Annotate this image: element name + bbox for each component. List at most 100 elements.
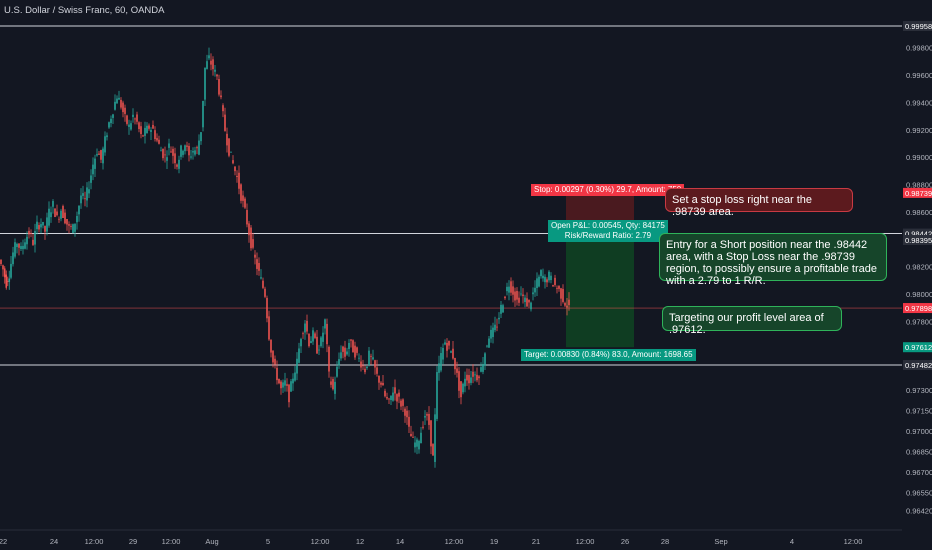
candle-body xyxy=(184,145,186,152)
candle xyxy=(390,395,392,405)
candle xyxy=(188,143,190,162)
candle-body xyxy=(176,164,178,167)
candle-body xyxy=(34,230,36,245)
current-price-tag: 0.97898 xyxy=(905,304,932,313)
x-tick-2: 12:00 xyxy=(85,537,104,546)
candle-body xyxy=(138,122,140,130)
y-tick-14: 0.97150 xyxy=(906,406,932,415)
candle-body xyxy=(276,367,278,381)
candle-body xyxy=(242,195,244,201)
candle xyxy=(472,364,474,384)
candle xyxy=(204,67,206,107)
candle xyxy=(486,344,488,348)
candle-body xyxy=(544,276,546,283)
candle xyxy=(350,339,352,348)
candle xyxy=(424,410,426,425)
candle-body xyxy=(348,342,350,349)
candle-body xyxy=(272,350,274,363)
hline-price-tag-0: 0.99958 xyxy=(905,22,932,31)
candle xyxy=(270,339,272,358)
candle-body xyxy=(268,316,270,340)
candle-body xyxy=(198,140,200,155)
candle-body xyxy=(342,346,344,352)
candle xyxy=(42,221,44,229)
candle xyxy=(498,312,500,324)
candle-body xyxy=(332,379,334,390)
candle-body xyxy=(206,61,208,69)
candle-body xyxy=(352,340,354,353)
candle-body xyxy=(78,205,80,215)
x-tick-5: Aug xyxy=(205,537,218,546)
candle-body xyxy=(338,359,340,366)
candle xyxy=(480,362,482,373)
candle-body xyxy=(168,143,170,148)
candle xyxy=(526,292,528,307)
candle-body xyxy=(366,366,368,369)
candle-body xyxy=(500,304,502,314)
candle xyxy=(396,393,398,410)
candle xyxy=(234,165,236,176)
candle-body xyxy=(66,219,68,225)
candle-body xyxy=(144,127,146,136)
candle xyxy=(484,352,486,371)
candle xyxy=(128,119,130,135)
candle xyxy=(132,108,134,123)
y-tick-10: 0.97800 xyxy=(906,317,932,326)
candle xyxy=(488,335,490,349)
candle xyxy=(552,284,554,287)
candle xyxy=(252,232,254,250)
y-tick-17: 0.96700 xyxy=(906,468,932,477)
candle-body xyxy=(532,292,534,295)
candle-body xyxy=(358,357,360,359)
candle xyxy=(464,371,466,393)
candle xyxy=(332,376,334,391)
candle-body xyxy=(162,149,164,159)
candle xyxy=(282,379,284,393)
candle-body xyxy=(136,114,138,122)
candle xyxy=(532,287,534,301)
candle xyxy=(36,215,38,235)
y-tick-19: 0.96420 xyxy=(906,506,932,515)
x-tick-16: Sep xyxy=(714,537,727,546)
candle-body xyxy=(114,101,116,110)
candle-body xyxy=(322,332,324,342)
candle xyxy=(296,352,298,381)
candle xyxy=(554,274,556,287)
candle-body xyxy=(102,148,104,164)
candle-body xyxy=(524,297,526,303)
candle xyxy=(284,372,286,392)
y-tick-3: 0.99200 xyxy=(906,126,932,135)
candle xyxy=(88,181,90,198)
candle-body xyxy=(372,357,374,360)
candle xyxy=(46,212,48,236)
candle-body xyxy=(182,150,184,155)
y-tick-13: 0.97300 xyxy=(906,386,932,395)
candle xyxy=(466,368,468,386)
candle-body xyxy=(438,363,440,373)
candle xyxy=(68,221,70,234)
candle-body xyxy=(52,201,54,207)
candle-body xyxy=(512,286,514,295)
candle xyxy=(540,269,542,279)
candle-body xyxy=(558,286,560,289)
candle-body xyxy=(214,69,216,72)
candle-body xyxy=(98,153,100,155)
candle-body xyxy=(230,151,232,153)
candle xyxy=(442,343,444,365)
candle xyxy=(392,386,394,402)
candle xyxy=(12,246,14,267)
candle xyxy=(126,114,128,126)
candle-body xyxy=(122,102,124,113)
candle xyxy=(412,431,414,438)
candle xyxy=(398,389,400,404)
candle-body xyxy=(488,338,490,348)
candle-body xyxy=(160,150,162,152)
candle xyxy=(420,427,422,444)
candle xyxy=(28,227,30,239)
candle-body xyxy=(326,323,328,345)
candle-body xyxy=(350,339,352,341)
candle-body xyxy=(236,176,238,178)
candle-body xyxy=(462,383,464,393)
candle-body xyxy=(486,345,488,347)
